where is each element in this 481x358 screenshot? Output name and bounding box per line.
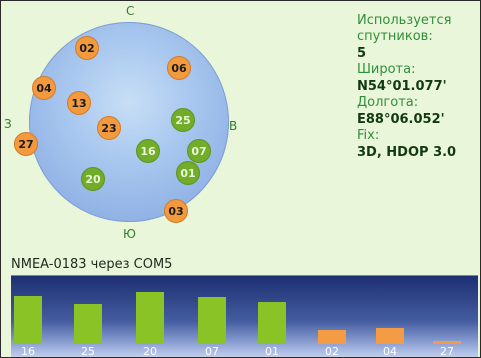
satellite-13: 13	[67, 91, 91, 115]
signal-bar-27	[433, 341, 461, 344]
satellites-used-label-line1: Используется	[357, 13, 452, 28]
signal-bar-02	[318, 330, 346, 344]
compass-south-label: Ю	[123, 227, 136, 241]
latitude-label: Широта:	[357, 62, 416, 77]
longitude-label: Долгота:	[357, 95, 419, 110]
signal-bar-label-20: 20	[143, 345, 157, 358]
satellites-used-label-line2: спутников:	[357, 29, 433, 44]
satellite-03: 03	[164, 199, 188, 223]
position-info-panel: Используется спутников: 5 Широта: N54°01…	[357, 13, 480, 161]
signal-bar-04	[376, 328, 404, 344]
satellite-27: 27	[14, 132, 38, 156]
signal-bar-label-25: 25	[81, 345, 95, 358]
fix-label: Fix:	[357, 128, 380, 143]
signal-bar-01	[258, 302, 286, 344]
satellites-used-value: 5	[357, 46, 367, 61]
fix-value: 3D, HDOP 3.0	[357, 145, 457, 160]
satellite-23: 23	[97, 116, 121, 140]
signal-strength-chart: 16 25 20 07 01 02 04 27	[11, 275, 478, 358]
satellite-04: 04	[32, 76, 56, 100]
signal-bar-label-02: 02	[325, 345, 339, 358]
compass-west-label: З	[4, 117, 12, 131]
longitude-value: E88°06.052'	[357, 112, 445, 127]
satellite-sky-view: С Ю В З 02 06 04 13 23 25 27 16 07 01 20…	[1, 1, 351, 251]
sky-disc	[29, 22, 229, 222]
satellite-06: 06	[167, 56, 191, 80]
satellite-02: 02	[75, 36, 99, 60]
latitude-value: N54°01.077'	[357, 79, 447, 94]
signal-bar-label-07: 07	[205, 345, 219, 358]
satellite-16: 16	[136, 139, 160, 163]
signal-bar-label-01: 01	[265, 345, 279, 358]
compass-north-label: С	[126, 4, 135, 18]
signal-bar-label-27: 27	[440, 345, 454, 358]
signal-bar-07	[198, 297, 226, 344]
signal-bar-16	[14, 296, 42, 344]
compass-east-label: В	[229, 119, 238, 133]
satellite-07: 07	[187, 139, 211, 163]
satellite-01: 01	[176, 161, 200, 185]
signal-bar-20	[136, 292, 164, 344]
signal-bar-label-16: 16	[21, 345, 35, 358]
satellite-20: 20	[81, 167, 105, 191]
nmea-status-text: NMEA-0183 через COM5	[11, 257, 173, 272]
signal-bar-25	[74, 304, 102, 344]
signal-bar-label-04: 04	[383, 345, 397, 358]
satellite-25: 25	[171, 108, 195, 132]
